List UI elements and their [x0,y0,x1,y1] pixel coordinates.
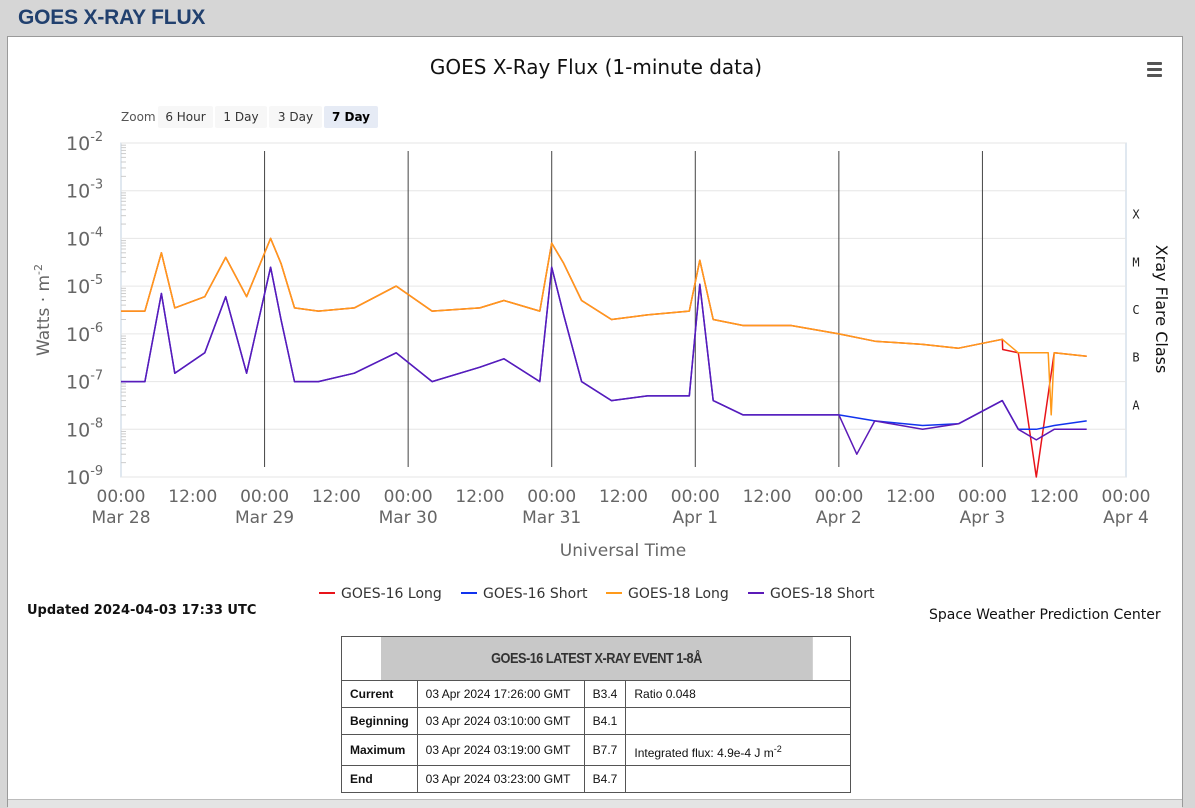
x-tick-time-label: 12:00 [599,487,648,507]
y-tick-label: 10-5 [66,273,103,298]
row-extra [625,707,851,735]
updated-timestamp: Updated 2024-04-03 17:33 UTC [27,603,257,618]
legend-label: GOES-18 Short [770,586,875,602]
page-title: GOES X-RAY FLUX [18,6,206,29]
chart-menu-button[interactable] [1136,54,1172,84]
legend-goes18-short[interactable]: GOES-18 Short [748,585,875,603]
row-extra-text: Integrated flux: 4.9e-4 J m [634,746,774,760]
y-tick-label: 10-8 [66,416,103,441]
row-class: B4.7 [583,765,627,793]
row-extra-superscript: -2 [773,744,782,754]
row-time: 03 Apr 2024 17:26:00 GMT [416,680,585,708]
legend-swatch [461,592,477,594]
table-row: Current 03 Apr 2024 17:26:00 GMT B3.4 Ra… [341,680,851,708]
row-extra-text: Ratio 0.048 [634,687,696,701]
legend-goes18-long[interactable]: GOES-18 Long [606,585,729,603]
x-tick-date-label: Apr 1 [672,508,718,528]
x-axis-title: Universal Time [560,541,686,561]
x-tick-date-label: Mar 29 [235,508,294,528]
series-line-goes-18-long [121,237,1087,416]
x-tick-date-label: Mar 31 [522,508,581,528]
y-axis-title: Watts · m-2 [32,264,54,356]
zoom-6-hour-button[interactable]: 6 Hour [158,106,213,128]
series-line-goes-18-short [121,266,1087,455]
row-extra: Ratio 0.048 [625,680,851,708]
y-tick-label: 10-7 [66,369,103,394]
legend-label: GOES-16 Long [341,586,442,602]
y-tick-label: 10-3 [66,178,103,203]
flare-class-label: A [1132,398,1140,412]
row-label: Beginning [341,707,418,735]
legend-label: GOES-18 Long [628,586,729,602]
row-class: B4.1 [583,707,627,735]
legend-swatch [319,592,335,594]
x-tick-time-label: 12:00 [312,487,361,507]
zoom-3-day-button[interactable]: 3 Day [269,106,322,128]
legend-goes16-long[interactable]: GOES-16 Long [319,585,442,603]
latest-event-table: GOES-16 LATEST X-RAY EVENT 1-8Å Current … [341,636,851,793]
row-label: Maximum [341,734,418,766]
legend-goes16-short[interactable]: GOES-16 Short [461,585,588,603]
flare-class-label: X [1132,208,1140,222]
footer-bar [8,799,1182,808]
x-tick-time-label: 00:00 [240,487,289,507]
zoom-7-day-button[interactable]: 7 Day [324,106,378,128]
credit-label: Space Weather Prediction Center [929,607,1161,623]
y-tick-label: 10-2 [66,130,103,155]
flare-class-label: M [1132,255,1139,269]
row-label: Current [341,680,418,708]
table-row: End 03 Apr 2024 03:23:00 GMT B4.7 [341,765,851,793]
legend-swatch [748,592,764,594]
flare-class-label: B [1132,351,1139,365]
x-tick-date-label: Apr 3 [960,508,1006,528]
right-axis-title: Xray Flare Class [1152,245,1171,374]
zoom-1-day-button[interactable]: 1 Day [215,106,267,128]
event-table-title: GOES-16 LATEST X-RAY EVENT 1-8Å [379,636,813,681]
row-time: 03 Apr 2024 03:10:00 GMT [416,707,585,735]
x-tick-date-label: Mar 28 [91,508,150,528]
x-tick-time-label: 12:00 [743,487,792,507]
x-tick-time-label: 12:00 [886,487,935,507]
x-tick-time-label: 00:00 [97,487,146,507]
x-tick-time-label: 12:00 [455,487,504,507]
x-tick-time-label: 00:00 [1102,487,1151,507]
plot-area [120,142,1127,478]
x-tick-date-label: Apr 2 [816,508,862,528]
table-row: Maximum 03 Apr 2024 03:19:00 GMT B7.7 In… [341,734,851,766]
row-extra: Integrated flux: 4.9e-4 J m-2 [625,734,851,766]
x-tick-time-label: 00:00 [671,487,720,507]
legend-label: GOES-16 Short [483,586,588,602]
x-tick-time-label: 00:00 [958,487,1007,507]
row-label: End [341,765,418,793]
x-tick-date-label: Mar 30 [379,508,438,528]
x-tick-date-label: Apr 4 [1103,508,1149,528]
row-extra [625,765,851,793]
row-class: B3.4 [583,680,627,708]
y-tick-label: 10-9 [66,464,103,489]
x-tick-time-label: 00:00 [384,487,433,507]
chart-title: GOES X-Ray Flux (1-minute data) [430,55,762,79]
row-time: 03 Apr 2024 03:23:00 GMT [416,765,585,793]
x-tick-time-label: 12:00 [168,487,217,507]
x-tick-time-label: 12:00 [1030,487,1079,507]
y-tick-label: 10-4 [66,225,103,250]
x-tick-time-label: 00:00 [527,487,576,507]
row-time: 03 Apr 2024 03:19:00 GMT [416,734,585,766]
flare-class-label: C [1132,303,1139,317]
y-tick-label: 10-6 [66,321,103,346]
page-header: GOES X-RAY FLUX [0,0,1195,36]
zoom-label: Zoom [121,110,156,124]
legend-swatch [606,592,622,594]
table-row: Beginning 03 Apr 2024 03:10:00 GMT B4.1 [341,707,851,735]
x-tick-time-label: 00:00 [814,487,863,507]
row-class: B7.7 [583,734,627,766]
